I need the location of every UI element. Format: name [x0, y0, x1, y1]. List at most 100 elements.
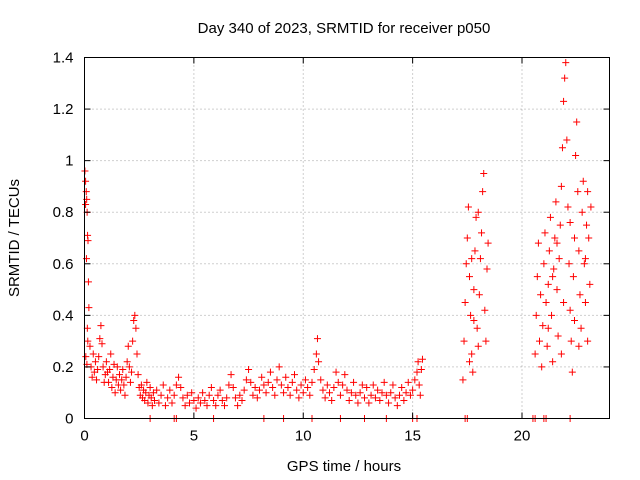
x-tick-labels: 0 5 10 15 20 — [80, 428, 530, 445]
data-point — [306, 391, 314, 399]
data-point — [146, 384, 154, 392]
data-point — [474, 208, 482, 216]
data-point — [168, 399, 176, 407]
data-point — [555, 255, 563, 263]
data-point — [391, 394, 399, 402]
data-point — [406, 391, 414, 399]
data-point — [339, 381, 347, 389]
data-point — [260, 381, 268, 389]
data-point — [556, 221, 564, 229]
data-point — [95, 353, 103, 361]
plot-frame — [84, 57, 610, 419]
data-point — [277, 381, 285, 389]
data-point — [155, 399, 163, 407]
x-tick-label: 20 — [514, 428, 531, 445]
data-point — [170, 391, 178, 399]
data-point — [380, 378, 388, 386]
data-point — [468, 350, 476, 358]
data-point — [367, 391, 375, 399]
data-point — [332, 368, 340, 376]
chart-title: Day 340 of 2023, SRMTID for receiver p05… — [198, 20, 491, 37]
data-point — [212, 402, 220, 410]
data-point — [583, 221, 591, 229]
data-point — [84, 337, 92, 345]
data-point — [358, 381, 366, 389]
data-point — [83, 324, 91, 332]
data-point — [409, 386, 417, 394]
data-point — [546, 213, 554, 221]
data-point — [404, 378, 412, 386]
data-point — [418, 355, 426, 363]
data-point — [389, 381, 397, 389]
data-point — [571, 234, 578, 242]
data-point — [393, 402, 401, 410]
data-point — [98, 340, 106, 348]
data-point — [186, 399, 193, 407]
data-point — [466, 273, 473, 281]
data-point — [102, 358, 110, 366]
data-point — [159, 381, 167, 389]
data-point — [93, 376, 101, 384]
data-point — [234, 402, 242, 410]
data-point — [293, 386, 301, 394]
data-point — [207, 384, 215, 392]
data-point — [584, 337, 592, 345]
data-point — [470, 286, 478, 294]
data-point — [128, 368, 136, 376]
data-point — [221, 402, 228, 410]
data-point — [151, 396, 158, 404]
data-point — [130, 317, 138, 325]
data-point — [82, 353, 90, 361]
data-point — [472, 213, 480, 221]
data-point — [330, 384, 338, 392]
data-point — [557, 182, 565, 190]
data-point — [539, 322, 547, 330]
data-point — [533, 273, 541, 281]
data-point — [553, 239, 561, 247]
data-point — [540, 260, 548, 268]
data-point — [460, 337, 468, 345]
data-point — [253, 394, 261, 402]
data-point — [461, 298, 469, 306]
data-point — [385, 399, 393, 407]
data-point — [245, 366, 253, 374]
data-point — [478, 229, 486, 237]
data-point — [291, 371, 298, 379]
data-point — [560, 298, 568, 306]
data-point — [544, 324, 552, 332]
y-tick-label: 0 — [65, 411, 73, 428]
data-point — [143, 378, 151, 386]
data-point — [568, 368, 576, 376]
data-point — [295, 394, 303, 402]
data-point — [413, 368, 421, 376]
data-point — [365, 399, 373, 407]
x-axis-label: GPS time / hours — [287, 458, 401, 475]
data-point — [313, 335, 321, 343]
data-point — [584, 188, 592, 196]
data-point — [271, 391, 279, 399]
data-point — [94, 366, 102, 374]
data-point — [417, 366, 425, 374]
data-point — [132, 324, 140, 332]
y-tick-label: 0.8 — [53, 204, 74, 221]
data-point — [288, 378, 296, 386]
data-point — [564, 203, 572, 211]
data-point — [581, 255, 589, 263]
y-tick-label: 1.4 — [53, 50, 74, 67]
data-point — [543, 342, 551, 350]
grid — [84, 57, 610, 419]
data-point — [363, 384, 371, 392]
data-point — [567, 337, 575, 345]
data-point — [402, 389, 410, 397]
data-point — [214, 391, 222, 399]
y-tick-label: 0.6 — [53, 256, 74, 273]
data-point — [107, 350, 115, 358]
data-point — [468, 255, 476, 263]
data-point — [544, 280, 552, 288]
data-point — [581, 298, 589, 306]
data-point — [297, 381, 305, 389]
data-point — [378, 389, 386, 397]
data-point — [131, 311, 139, 319]
data-point — [317, 376, 325, 384]
data-point — [240, 386, 248, 394]
